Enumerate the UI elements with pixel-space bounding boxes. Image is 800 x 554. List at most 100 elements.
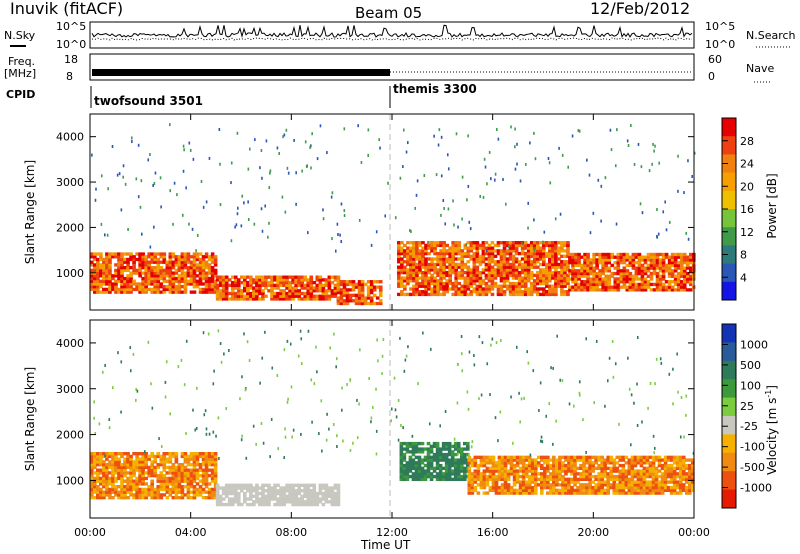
- heatmap-cell: [108, 260, 112, 264]
- heatmap-cell: [189, 148, 192, 152]
- heatmap-cell: [586, 158, 588, 162]
- heatmap-cell: [322, 208, 324, 212]
- heatmap-cell: [621, 472, 626, 476]
- heatmap-cell: [282, 297, 286, 301]
- heatmap-cell: [592, 269, 596, 273]
- heatmap-cell: [424, 260, 428, 264]
- heatmap-cell: [511, 243, 516, 248]
- heatmap-cell: [541, 281, 546, 286]
- heatmap-cell: [376, 338, 378, 342]
- heatmap-cell: [201, 290, 206, 294]
- heatmap-cell: [415, 265, 419, 269]
- heatmap-cell: [627, 469, 632, 473]
- heatmap-cell: [504, 202, 507, 206]
- heatmap-cell: [628, 261, 633, 265]
- heatmap-cell: [675, 458, 680, 462]
- heatmap-cell: [402, 469, 407, 473]
- heatmap-cell: [168, 263, 173, 267]
- heatmap-cell: [633, 458, 638, 462]
- heatmap-cell: [453, 223, 455, 227]
- heatmap-cell: [518, 466, 523, 471]
- heatmap-cell: [582, 418, 584, 422]
- heatmap-cell: [482, 455, 487, 460]
- heatmap-cell: [469, 268, 474, 272]
- heatmap-cell: [108, 479, 112, 483]
- heatmap-cell: [548, 262, 552, 267]
- heatmap-cell: [294, 494, 298, 498]
- heatmap-cell: [511, 276, 516, 280]
- heatmap-cell: [309, 286, 314, 290]
- heatmap-cell: [176, 193, 178, 197]
- heatmap-cell: [279, 494, 283, 498]
- heatmap-cell: [132, 282, 136, 286]
- heatmap-cell: [324, 280, 329, 285]
- heatmap-cell: [609, 128, 612, 132]
- heatmap-cell: [400, 423, 402, 427]
- heatmap-cell: [243, 201, 245, 205]
- heatmap-cell: [201, 463, 206, 467]
- heatmap-cell: [586, 282, 590, 287]
- heatmap-cell: [273, 294, 277, 298]
- heatmap-cell: [566, 243, 570, 248]
- heatmap-cell: [252, 291, 256, 296]
- heatmap-cell: [535, 249, 540, 253]
- heatmap-cell: [643, 288, 648, 292]
- heatmap-cell: [144, 271, 148, 275]
- heatmap-cell: [198, 465, 203, 470]
- heatmap-cell: [484, 276, 489, 280]
- heatmap-cell: [515, 491, 520, 495]
- heatmap-cell: [239, 275, 244, 279]
- heatmap-cell: [217, 329, 220, 333]
- heatmap-cell: [397, 243, 401, 248]
- heatmap-cell: [561, 461, 565, 465]
- heatmap-cell: [487, 265, 492, 269]
- heatmap-cell: [258, 289, 262, 293]
- heatmap-cell: [580, 282, 584, 287]
- heatmap-cell: [445, 270, 449, 275]
- heatmap-cell: [538, 279, 543, 283]
- noise-right-label: N.Search: [746, 29, 796, 42]
- heatmap-cell: [390, 419, 393, 423]
- heatmap-cell: [192, 468, 197, 472]
- heatmap-cell: [218, 486, 223, 490]
- heatmap-cell: [601, 252, 606, 257]
- heatmap-cell: [105, 252, 109, 256]
- heatmap-cell: [213, 496, 218, 500]
- heatmap-cell: [634, 277, 639, 281]
- heatmap-cell: [543, 485, 547, 490]
- heatmap-cell: [129, 287, 133, 292]
- heatmap-cell: [530, 485, 535, 490]
- heatmap-cell: [551, 257, 555, 261]
- heatmap-cell: [284, 210, 287, 214]
- heatmap-cell: [129, 369, 132, 373]
- heatmap-cell: [93, 276, 97, 281]
- heatmap-cell: [639, 461, 644, 465]
- heatmap-cell: [672, 367, 674, 371]
- heatmap-cell: [236, 297, 241, 301]
- heatmap-cell: [543, 455, 547, 460]
- heatmap-cell: [664, 288, 669, 292]
- heatmap-cell: [171, 485, 176, 489]
- heatmap-cell: [417, 463, 422, 468]
- heatmap-cell: [152, 184, 154, 188]
- heatmap-cell: [233, 286, 238, 290]
- heatmap-cell: [297, 297, 301, 301]
- heatmap-cell: [651, 461, 656, 465]
- heatmap-cell: [546, 461, 550, 465]
- heatmap-cell: [192, 260, 197, 264]
- heatmap-cell: [595, 252, 599, 257]
- heatmap-cell: [111, 474, 115, 478]
- heatmap-cell: [327, 286, 332, 290]
- heatmap-cell: [669, 485, 674, 490]
- heatmap-cell: [655, 282, 660, 287]
- heatmap-cell: [156, 474, 161, 478]
- heatmap-cell: [652, 255, 657, 259]
- heatmap-cell: [655, 271, 660, 276]
- heatmap-cell: [571, 274, 575, 278]
- heatmap-cell: [532, 254, 537, 258]
- heatmap-cell: [282, 291, 286, 296]
- heatmap-cell: [90, 457, 94, 461]
- date-title: 12/Feb/2012: [590, 0, 690, 18]
- heatmap-cell: [249, 489, 253, 493]
- heatmap-cell: [475, 249, 480, 253]
